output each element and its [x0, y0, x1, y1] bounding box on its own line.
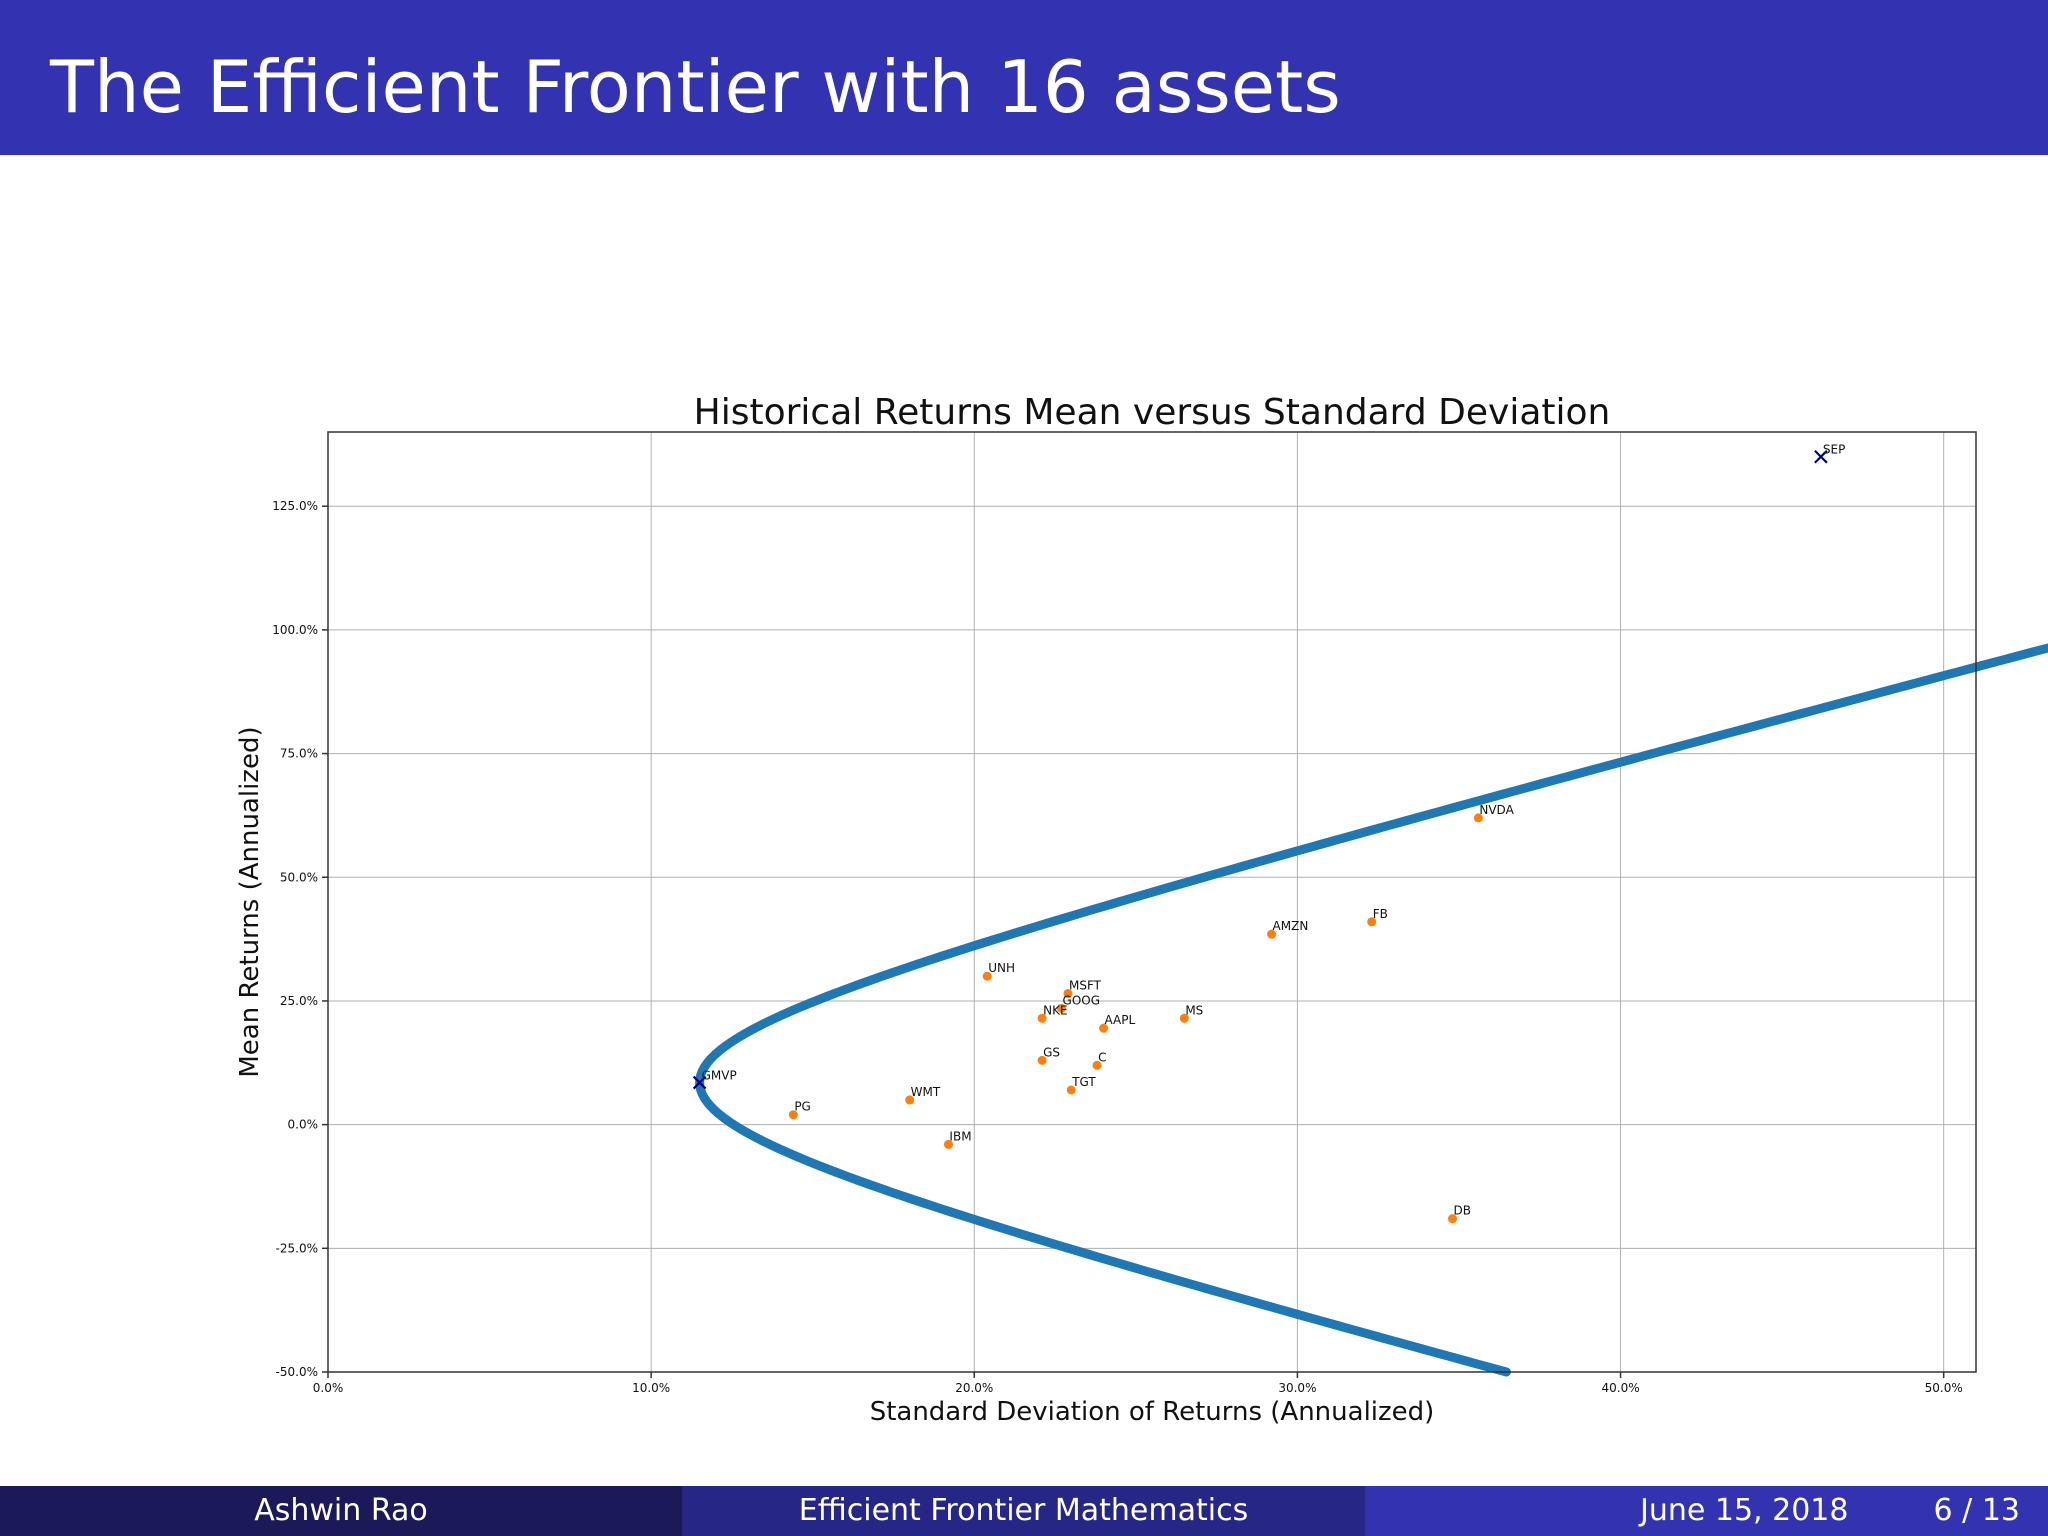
asset-label: AMZN — [1273, 919, 1309, 933]
x-axis-label: Standard Deviation of Returns (Annualize… — [870, 1397, 1435, 1427]
asset-label: NKE — [1043, 1003, 1067, 1017]
special-point-marker — [1814, 449, 1828, 464]
footer-author: Ashwin Rao — [0, 1486, 682, 1536]
asset-point — [982, 971, 992, 981]
asset-label: PG — [794, 1100, 811, 1114]
asset-point — [1367, 917, 1377, 927]
y-tick-label: 50.0% — [280, 870, 318, 884]
asset-label: TGT — [1071, 1075, 1096, 1089]
asset-point — [788, 1110, 798, 1120]
axis-ticks: 0.0% 10.0% 20.0% 30.0% 40.0% 50.0% -50.0% -25.0… — [272, 499, 1963, 1395]
asset-label: IBM — [949, 1129, 971, 1143]
asset-label: UNH — [988, 961, 1015, 975]
slide-title-bar: The Efficient Frontier with 16 assets — [0, 0, 2048, 155]
x-tick-label: 0.0% — [313, 1381, 344, 1395]
y-tick-label: -50.0% — [276, 1365, 318, 1379]
asset-point — [1037, 1013, 1047, 1023]
asset-point — [1099, 1023, 1109, 1033]
footer-talk-title: Efficient Frontier Mathematics — [682, 1486, 1365, 1536]
chart-container: NVDA FB AMZN UNH MSFT GOOG NKE MS AAPL GS C TGT WMT P… — [0, 380, 2048, 1440]
asset-point — [1037, 1055, 1047, 1065]
y-tick-label: 25.0% — [280, 994, 318, 1008]
asset-point — [1092, 1060, 1102, 1070]
asset-label: FB — [1373, 907, 1388, 921]
y-tick-label: 75.0% — [280, 747, 318, 761]
asset-point — [1063, 989, 1073, 999]
x-tick-label: 20.0% — [955, 1381, 993, 1395]
asset-label: GOOG — [1063, 993, 1101, 1007]
asset-label: MSFT — [1069, 979, 1102, 993]
asset-label: WMT — [911, 1085, 941, 1099]
y-axis-label: Mean Returns (Annualized) — [235, 726, 265, 1077]
x-tick-label: 50.0% — [1925, 1381, 1963, 1395]
footer-date: June 15, 2018 — [1640, 1493, 1849, 1528]
asset-label: MS — [1185, 1003, 1203, 1017]
asset-label: DB — [1454, 1204, 1471, 1218]
special-point-label: SEP — [1823, 443, 1845, 457]
special-point-marker — [692, 1075, 707, 1090]
special-point-label: GMVP — [702, 1069, 737, 1083]
asset-point — [1267, 929, 1277, 939]
grid-lines — [327, 432, 1976, 1373]
x-tick-label: 30.0% — [1278, 1381, 1316, 1395]
efficient-frontier-curve — [695, 643, 2048, 1377]
asset-point — [1066, 1085, 1076, 1095]
chart-title: Historical Returns Mean versus Standard … — [694, 392, 1611, 433]
asset-point — [905, 1095, 915, 1105]
asset-point — [1473, 813, 1483, 823]
slide-title: The Efficient Frontier with 16 assets — [50, 45, 1341, 129]
asset-point — [943, 1139, 953, 1149]
y-tick-label: 125.0% — [272, 499, 318, 513]
x-tick-label: 10.0% — [632, 1381, 670, 1395]
y-tick-label: 0.0% — [288, 1118, 319, 1132]
asset-point — [1179, 1013, 1189, 1023]
asset-point — [1448, 1214, 1458, 1224]
asset-label: NVDA — [1479, 803, 1514, 817]
asset-label: GS — [1043, 1045, 1060, 1059]
y-tick-label: -25.0% — [276, 1241, 318, 1255]
plot-frame — [327, 431, 1977, 1373]
footer-right-panel: June 15, 2018 6 / 13 — [1365, 1486, 2048, 1536]
asset-label: AAPL — [1105, 1013, 1136, 1027]
y-tick-label: 100.0% — [272, 623, 318, 637]
asset-point — [1057, 1003, 1067, 1013]
x-tick-label: 40.0% — [1601, 1381, 1639, 1395]
slide-footer: Ashwin Rao Efficient Frontier Mathematic… — [0, 1486, 2048, 1536]
footer-page-number: 6 / 13 — [1933, 1493, 2020, 1528]
asset-label: C — [1098, 1050, 1106, 1064]
